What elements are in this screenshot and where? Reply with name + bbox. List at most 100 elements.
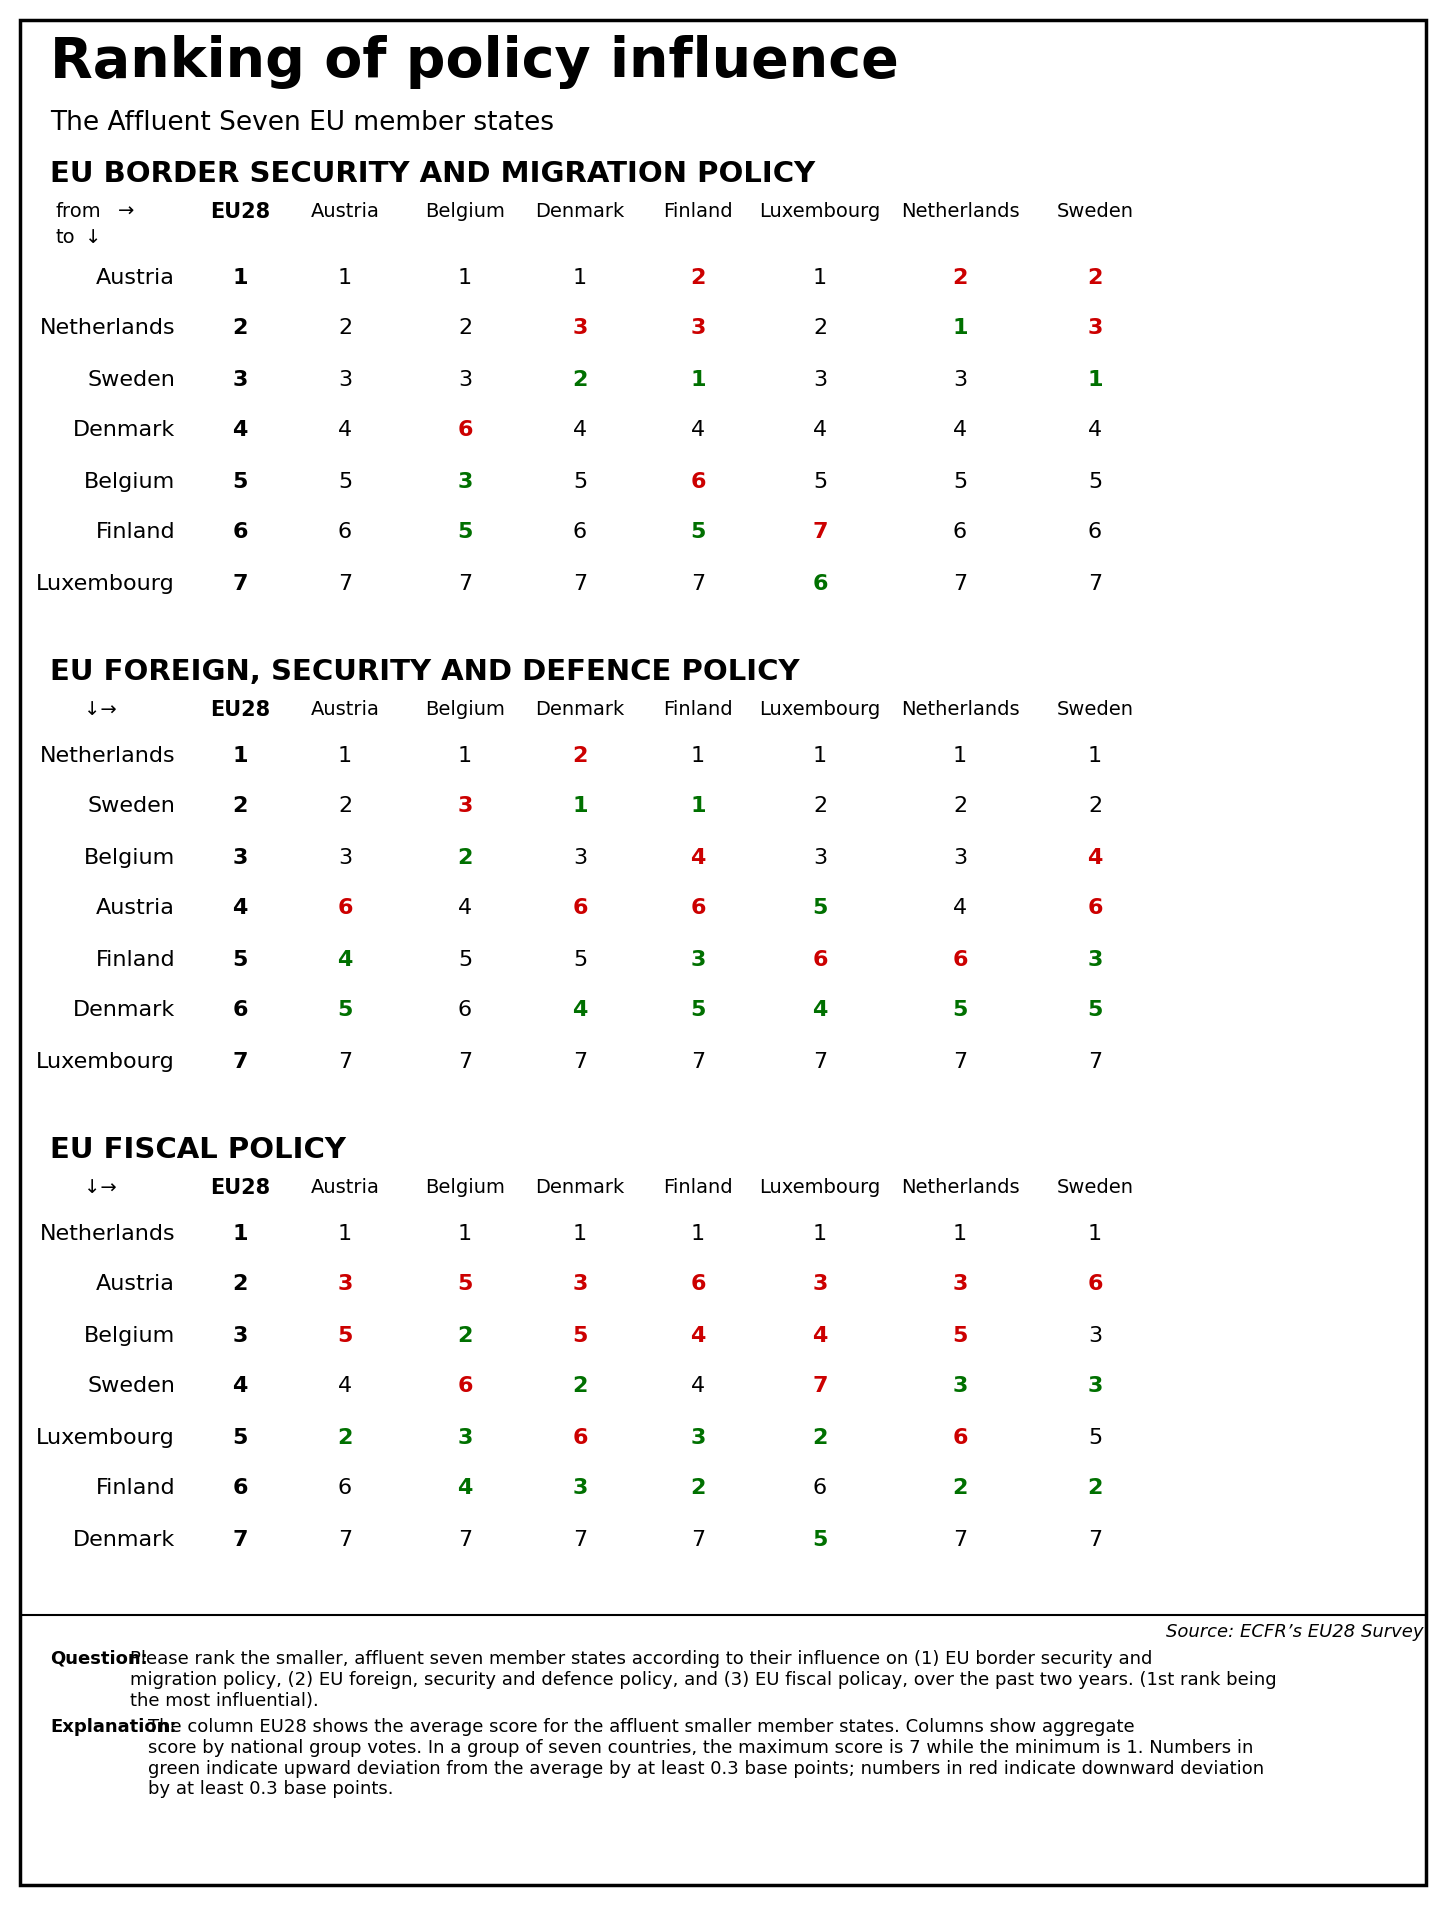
Text: 1: 1 (691, 1223, 706, 1244)
Text: EU FOREIGN, SECURITY AND DEFENCE POLICY: EU FOREIGN, SECURITY AND DEFENCE POLICY (51, 657, 800, 686)
Text: 1: 1 (458, 267, 471, 288)
Text: 4: 4 (813, 1000, 827, 1021)
Text: EU FISCAL POLICY: EU FISCAL POLICY (51, 1135, 346, 1164)
Text: 5: 5 (573, 1326, 587, 1345)
Text: Austria: Austria (95, 267, 175, 288)
Text: 6: 6 (233, 522, 247, 543)
Text: to: to (55, 229, 75, 248)
Text: 4: 4 (457, 1478, 473, 1499)
Text: 4: 4 (573, 1000, 587, 1021)
Text: 6: 6 (1087, 1274, 1103, 1295)
Text: 4: 4 (953, 899, 967, 918)
Text: 1: 1 (953, 1223, 967, 1244)
Text: Austria: Austria (311, 1177, 379, 1196)
Text: EU28: EU28 (210, 202, 270, 223)
Text: 2: 2 (573, 370, 587, 389)
Text: 4: 4 (691, 1377, 706, 1396)
Text: 3: 3 (813, 1274, 827, 1295)
Text: 3: 3 (573, 1478, 587, 1499)
Text: 6: 6 (813, 1478, 827, 1499)
Text: 7: 7 (1087, 1530, 1102, 1549)
Text: 6: 6 (338, 1478, 351, 1499)
Text: 1: 1 (458, 745, 471, 766)
Text: 7: 7 (813, 1052, 827, 1071)
Text: 7: 7 (813, 1377, 827, 1396)
Text: 4: 4 (813, 1326, 827, 1345)
Text: 6: 6 (813, 949, 827, 970)
Text: 3: 3 (457, 796, 473, 817)
Text: 6: 6 (233, 1000, 247, 1021)
Text: 6: 6 (813, 573, 827, 594)
Text: Finland: Finland (95, 1478, 175, 1499)
Text: Finland: Finland (95, 522, 175, 543)
Text: 5: 5 (1087, 1427, 1102, 1448)
Text: 6: 6 (953, 949, 967, 970)
Text: 1: 1 (690, 796, 706, 817)
Text: The Affluent Seven EU member states: The Affluent Seven EU member states (51, 110, 554, 135)
Text: Austria: Austria (95, 1274, 175, 1295)
Text: 1: 1 (573, 1223, 587, 1244)
Text: ↓→: ↓→ (84, 699, 116, 718)
Text: 2: 2 (1087, 267, 1103, 288)
Text: 3: 3 (573, 848, 587, 867)
Text: 5: 5 (813, 899, 827, 918)
Text: Belgium: Belgium (84, 848, 175, 867)
Text: 4: 4 (813, 421, 827, 440)
Text: 4: 4 (458, 899, 471, 918)
Text: 6: 6 (953, 522, 967, 543)
Text: Belgium: Belgium (425, 1177, 505, 1196)
Text: Denmark: Denmark (535, 1177, 625, 1196)
Text: Luxembourg: Luxembourg (759, 699, 881, 718)
Text: Austria: Austria (95, 899, 175, 918)
Text: Finland: Finland (664, 1177, 733, 1196)
Text: 2: 2 (953, 796, 967, 817)
Text: Luxembourg: Luxembourg (759, 202, 881, 221)
Text: Sweden: Sweden (1057, 699, 1134, 718)
Text: 4: 4 (233, 421, 247, 440)
Text: Belgium: Belgium (425, 699, 505, 718)
Text: 2: 2 (337, 1427, 353, 1448)
Text: 2: 2 (813, 796, 827, 817)
Text: 3: 3 (1087, 949, 1103, 970)
Text: 3: 3 (1087, 1377, 1103, 1396)
Text: Luxembourg: Luxembourg (36, 573, 175, 594)
Text: 7: 7 (691, 573, 706, 594)
Text: 7: 7 (1087, 1052, 1102, 1071)
Text: 6: 6 (338, 522, 351, 543)
Text: 3: 3 (690, 318, 706, 339)
Text: 1: 1 (691, 745, 706, 766)
Text: 7: 7 (233, 1052, 247, 1071)
Text: 4: 4 (690, 1326, 706, 1345)
Text: 3: 3 (457, 1427, 473, 1448)
Text: 6: 6 (573, 899, 587, 918)
Text: Finland: Finland (95, 949, 175, 970)
Text: 4: 4 (338, 1377, 351, 1396)
Text: 7: 7 (953, 1530, 967, 1549)
Text: 3: 3 (690, 949, 706, 970)
Text: 2: 2 (1087, 1478, 1103, 1499)
Text: 7: 7 (953, 1052, 967, 1071)
Text: 3: 3 (573, 318, 587, 339)
Text: 5: 5 (813, 472, 827, 491)
Text: 2: 2 (573, 1377, 587, 1396)
Text: 1: 1 (338, 745, 351, 766)
Text: Sweden: Sweden (87, 1377, 175, 1396)
Text: ↓→: ↓→ (84, 1177, 116, 1196)
Text: Finland: Finland (664, 699, 733, 718)
Text: 5: 5 (690, 522, 706, 543)
Text: 5: 5 (457, 522, 473, 543)
Text: 3: 3 (813, 848, 827, 867)
Text: 6: 6 (1087, 522, 1102, 543)
Text: 5: 5 (233, 1427, 247, 1448)
Text: 1: 1 (1087, 1223, 1102, 1244)
Text: 4: 4 (573, 421, 587, 440)
Text: 5: 5 (573, 472, 587, 491)
Text: 3: 3 (690, 1427, 706, 1448)
Text: Denmark: Denmark (535, 202, 625, 221)
Text: 6: 6 (233, 1478, 247, 1499)
Text: 3: 3 (458, 370, 471, 389)
Text: EU28: EU28 (210, 1177, 270, 1198)
Text: 2: 2 (813, 318, 827, 339)
Text: 7: 7 (338, 1052, 351, 1071)
Text: 4: 4 (338, 421, 351, 440)
